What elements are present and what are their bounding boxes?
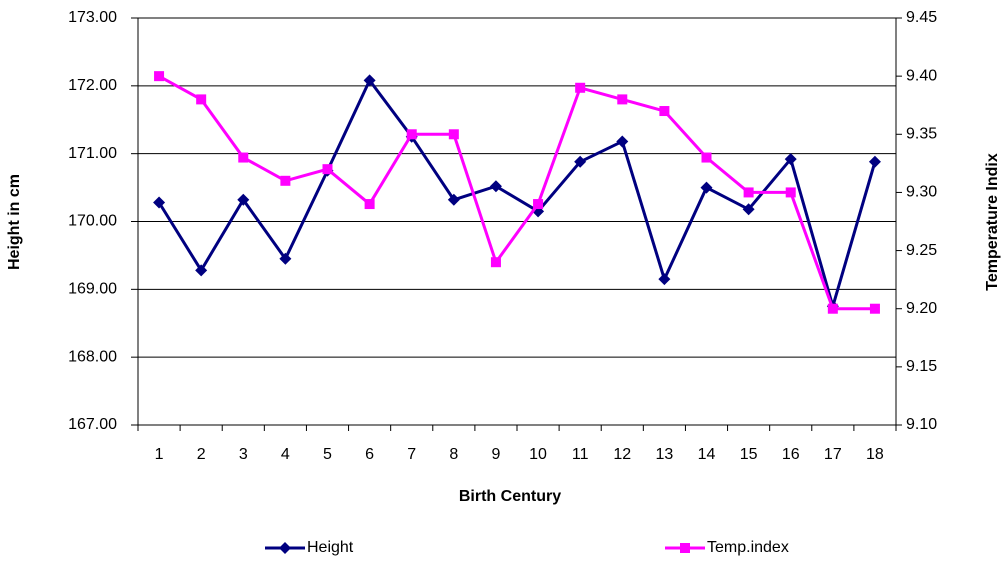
point — [742, 203, 755, 216]
x-tick-label: 12 — [613, 446, 631, 463]
y2-tick-label: 9.10 — [906, 416, 937, 433]
y-tick-label: 170.00 — [68, 213, 117, 230]
y2-tick-label: 9.40 — [906, 67, 937, 84]
point — [196, 94, 207, 105]
point — [153, 196, 166, 209]
point — [743, 187, 754, 198]
x-tick-label: 1 — [155, 446, 164, 463]
x-tick-label: 5 — [323, 446, 332, 463]
point — [447, 193, 460, 206]
point — [279, 542, 291, 554]
point — [406, 129, 417, 140]
x-tick-label: 8 — [449, 446, 458, 463]
x-tick-label: 15 — [740, 446, 758, 463]
y2-tick-label: 9.20 — [906, 300, 937, 317]
x-tick-label: 16 — [782, 446, 800, 463]
point — [700, 181, 713, 194]
y-tick-label: 173.00 — [68, 9, 117, 26]
point — [617, 94, 628, 105]
point — [364, 199, 375, 210]
x-tick-label: 2 — [197, 446, 206, 463]
x-axis-title: Birth Century — [459, 488, 561, 505]
y2-tick-label: 9.25 — [906, 242, 937, 259]
y-tick-label: 168.00 — [68, 348, 117, 365]
point — [659, 106, 670, 117]
point — [489, 180, 502, 193]
y-tick-label: 172.00 — [68, 77, 117, 94]
point — [784, 153, 797, 166]
series-line — [157, 77, 877, 312]
x-tick-label: 9 — [491, 446, 500, 463]
x-tick-label: 14 — [698, 446, 716, 463]
point — [574, 155, 587, 168]
point — [533, 199, 544, 210]
point — [154, 71, 165, 82]
x-tick-label: 17 — [824, 446, 842, 463]
y-axis-title: Height in cm — [6, 174, 23, 270]
point — [237, 193, 250, 206]
point — [279, 252, 292, 265]
point — [363, 74, 376, 87]
x-tick-label: 10 — [529, 446, 547, 463]
legend-label: Temp.index — [707, 539, 789, 556]
y2-axis-title: Temperature Indix — [984, 153, 1001, 291]
x-tick-label: 3 — [239, 446, 248, 463]
point — [322, 164, 333, 175]
point — [868, 155, 881, 168]
x-tick-label: 6 — [365, 446, 374, 463]
legend-label: Height — [307, 539, 354, 556]
point — [448, 129, 459, 140]
y-tick-label: 171.00 — [68, 145, 117, 162]
y2-tick-label: 9.15 — [906, 358, 937, 375]
point — [280, 175, 291, 186]
point — [827, 303, 838, 314]
x-tick-label: 13 — [655, 446, 673, 463]
point — [680, 543, 690, 553]
x-tick-label: 4 — [281, 446, 290, 463]
y-tick-label: 167.00 — [68, 416, 117, 433]
series-line — [158, 74, 875, 311]
y-tick-label: 169.00 — [68, 281, 117, 298]
point — [785, 187, 796, 198]
x-tick-label: 11 — [572, 446, 589, 463]
y2-tick-label: 9.45 — [906, 9, 937, 26]
x-tick-label: 18 — [866, 446, 884, 463]
point — [616, 135, 629, 148]
point — [490, 257, 501, 268]
point — [869, 303, 880, 314]
point — [195, 264, 208, 277]
point — [658, 273, 671, 286]
point — [575, 82, 586, 93]
point — [701, 152, 712, 163]
y2-tick-label: 9.35 — [906, 126, 937, 143]
y2-tick-label: 9.30 — [906, 184, 937, 201]
point — [238, 152, 249, 163]
x-tick-label: 7 — [407, 446, 416, 463]
